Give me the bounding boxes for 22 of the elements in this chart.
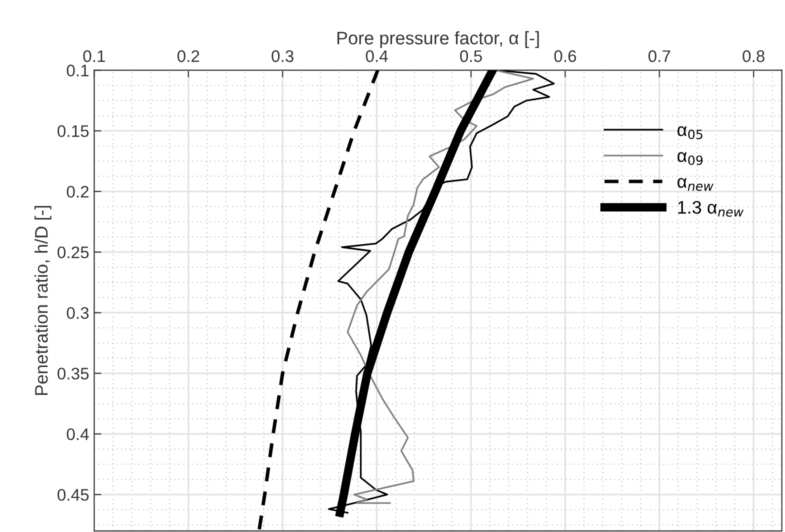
y-tick-label: 0.4	[66, 428, 89, 440]
legend-label: α$_{09}$	[678, 152, 703, 166]
x-tick-label: 0.8	[742, 50, 764, 62]
y-axis-title: Penetration ratio, h/D [-]	[34, 206, 52, 395]
x-tick-label: 0.6	[554, 50, 576, 62]
x-tick-label: 0.5	[460, 50, 482, 62]
y-tick-label: 0.3	[66, 307, 89, 319]
x-axis-title: Pore pressure factor, α [-]	[337, 31, 539, 48]
x-tick-label: 0.3	[272, 50, 294, 62]
y-tick-label: 0.2	[66, 186, 89, 198]
y-tick-label: 0.25	[58, 246, 89, 258]
y-tick-label: 0.1	[66, 64, 89, 76]
x-tick-label: 0.1	[83, 50, 105, 62]
y-tick-label: 0.45	[58, 488, 89, 501]
legend-label: α$_{05}$	[678, 126, 702, 140]
y-tick-label: 0.35	[58, 368, 89, 380]
x-tick-label: 0.2	[177, 50, 200, 62]
legend-label: 1.3 α$_{new}$	[678, 200, 744, 217]
legend-label: α$_{new}$	[678, 178, 714, 191]
x-tick-label: 0.7	[648, 50, 670, 62]
y-tick-label: 0.15	[58, 125, 89, 138]
x-tick-label: 0.4	[366, 50, 388, 62]
